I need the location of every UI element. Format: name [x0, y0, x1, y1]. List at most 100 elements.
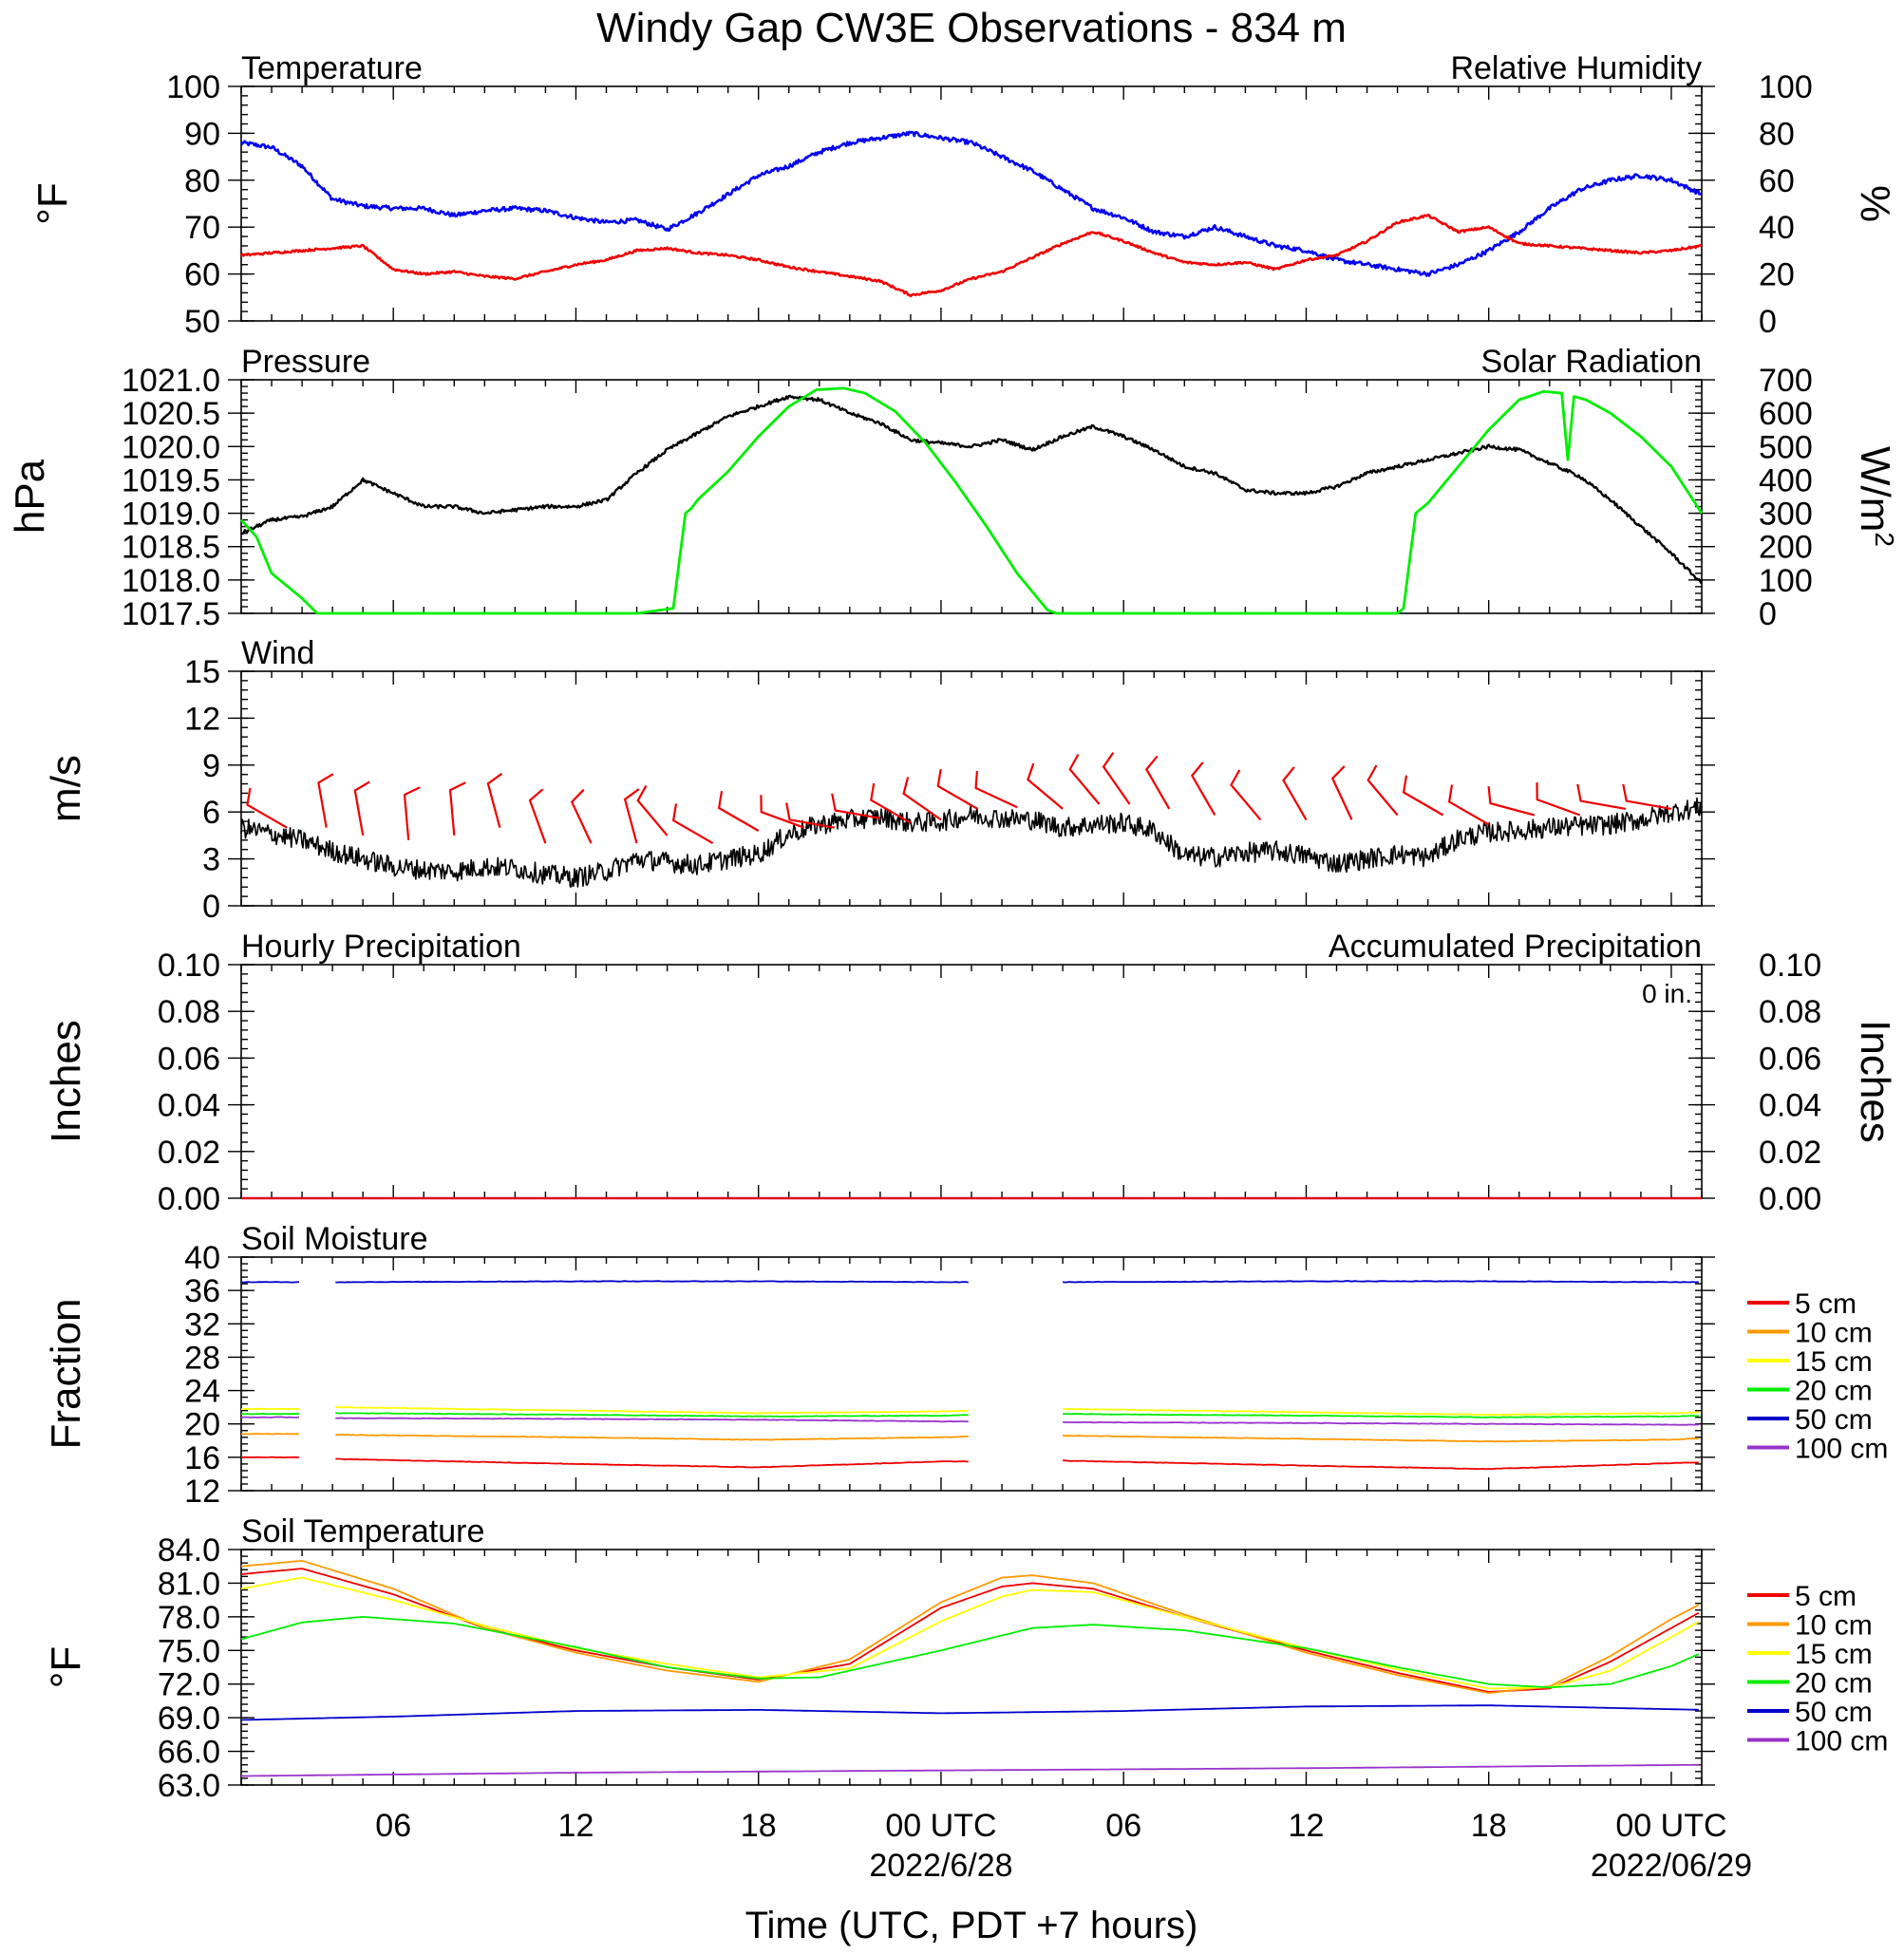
y-left-tick-label: 60: [184, 257, 220, 293]
wind-barb: [1190, 761, 1216, 817]
y-right-tick-label: 20: [1759, 257, 1795, 293]
panel-precip: 0.000.020.040.060.080.10Inches0.000.020.…: [43, 929, 1898, 1217]
y-right-tick-label: 0: [1759, 596, 1777, 632]
panel-left-title: Pressure: [241, 344, 370, 380]
wind-barb: [1102, 752, 1131, 805]
wind-barb: [1447, 784, 1490, 826]
y-left-tick-label: 66.0: [158, 1735, 220, 1771]
y-left-ticks: 1017.51018.01018.51019.01019.51020.01020…: [122, 363, 254, 632]
y-right-tick-label: 0.00: [1759, 1181, 1821, 1217]
legend-label: 100 cm: [1795, 1434, 1888, 1465]
y-right-axis-label: %: [1852, 185, 1898, 222]
series-5-cm: [240, 1456, 1699, 1471]
x-date-label: 2022/6/28: [869, 1848, 1012, 1884]
wind-barb: [785, 802, 835, 829]
y-left-ticks: 50 60 70 80 90 100: [166, 69, 254, 340]
panel-left-title: Soil Temperature: [241, 1513, 484, 1550]
y-left-tick-label: 0.06: [158, 1041, 220, 1077]
wind-barb: [1144, 755, 1171, 810]
x-tick-label: 18: [1471, 1808, 1507, 1844]
wind-barb: [1487, 786, 1536, 817]
wind-barb: [1282, 766, 1308, 820]
y-right-tick-label: 0.04: [1759, 1088, 1821, 1124]
x-ticks: [240, 380, 1703, 613]
y-right-tick-label: 40: [1759, 210, 1795, 246]
wind-barb: [1622, 783, 1672, 810]
series-temperature: [239, 130, 1703, 277]
x-tick-label: 06: [1105, 1808, 1141, 1844]
y-right-tick-label: 100: [1759, 563, 1813, 599]
y-left-axis-label: m/s: [43, 755, 89, 822]
panel-right-title: Relative Humidity: [1450, 50, 1702, 86]
legend-label: 15 cm: [1795, 1639, 1873, 1670]
y-right-tick-label: 500: [1759, 429, 1813, 465]
y-left-tick-label: 1020.5: [122, 396, 220, 432]
panel-right-title: Solar Radiation: [1481, 344, 1702, 380]
y-left-ticks: 63.066.069.072.075.078.081.084.0: [158, 1532, 1715, 1804]
panel-wind: 0 3 6 9 12 15 m/s Wind: [43, 635, 1715, 925]
y-right-tick-label: 100: [1759, 69, 1813, 105]
y-right-tick-label: 200: [1759, 530, 1813, 566]
series-solar-radiation: [239, 386, 1704, 615]
y-left-ticks: 0.00 0.02 0.04 0.06 0.08 0.10: [158, 948, 254, 1217]
y-left-tick-label: 69.0: [158, 1700, 220, 1737]
x-ticks: [240, 86, 1703, 321]
series-pressure: [240, 394, 1703, 585]
plot-frame: [240, 85, 1703, 322]
y-left-tick-label: 90: [184, 116, 220, 152]
wind-barb: [486, 772, 503, 828]
y-left-tick-label: 78.0: [158, 1600, 220, 1636]
y-right-tick-label: 600: [1759, 396, 1813, 432]
x-tick-label: 06: [375, 1808, 411, 1844]
series-50-cm: [240, 1280, 1699, 1284]
legend-label: 5 cm: [1795, 1581, 1857, 1612]
wind-barbs: [246, 752, 1672, 845]
y-left-tick-label: 1020.0: [122, 429, 220, 465]
legend-label: 20 cm: [1795, 1668, 1873, 1700]
y-left-tick-label: 9: [202, 748, 220, 784]
y-left-tick-label: 1018.0: [122, 563, 220, 599]
y-left-tick-label: 72.0: [158, 1667, 220, 1703]
series-100-cm: [240, 1763, 1699, 1777]
panel-left-title: Hourly Precipitation: [241, 929, 521, 965]
wind-barb: [936, 768, 978, 810]
y-right-ticks: 0 20 40 60 80 100: [1688, 69, 1813, 340]
y-left-tick-label: 1021.0: [122, 363, 220, 399]
x-ticks: [240, 1550, 1703, 1785]
x-date-label: 2022/06/29: [1591, 1848, 1752, 1884]
y-right-tick-label: 0.08: [1759, 994, 1821, 1030]
panel-temp-rh: 50 60 70 80 90 100 °F 0 20 40 60 80 100% Temperature R…: [29, 50, 1898, 340]
legend-label: 10 cm: [1795, 1318, 1873, 1349]
plot-frame: [240, 1256, 1703, 1492]
y-left-axis-label: Inches: [43, 1020, 89, 1143]
y-left-tick-label: 32: [184, 1306, 220, 1343]
series-relative-humidity: [239, 214, 1703, 298]
wind-barb: [1367, 764, 1399, 817]
y-left-tick-label: 100: [166, 69, 220, 105]
x-axis: 06 12 18 00 UTC 2022/6/28 06 12 18 00 UTC 2022/06…: [375, 1808, 1752, 1884]
y-left-tick-label: 0.04: [158, 1088, 220, 1124]
legend-label: 20 cm: [1795, 1376, 1873, 1407]
x-tick-label: 18: [741, 1808, 777, 1844]
wind-barb: [448, 781, 466, 836]
series-5-cm: [240, 1568, 1700, 1693]
x-ticks: [240, 965, 1703, 1198]
legend-label: 50 cm: [1795, 1697, 1873, 1728]
y-left-tick-label: 15: [184, 654, 220, 690]
y-left-tick-label: 0.00: [158, 1181, 220, 1217]
wind-barb: [1027, 762, 1064, 810]
panel-left-title: Temperature: [241, 50, 423, 86]
wind-barb: [974, 770, 1018, 809]
y-right-tick-label: 400: [1759, 462, 1813, 498]
legend-label: 10 cm: [1795, 1610, 1873, 1642]
wind-barb: [902, 777, 942, 821]
y-right-axis-label: W/m2: [1852, 446, 1900, 547]
y-left-tick-label: 0.10: [158, 948, 220, 984]
series-15-cm: [240, 1576, 1700, 1690]
